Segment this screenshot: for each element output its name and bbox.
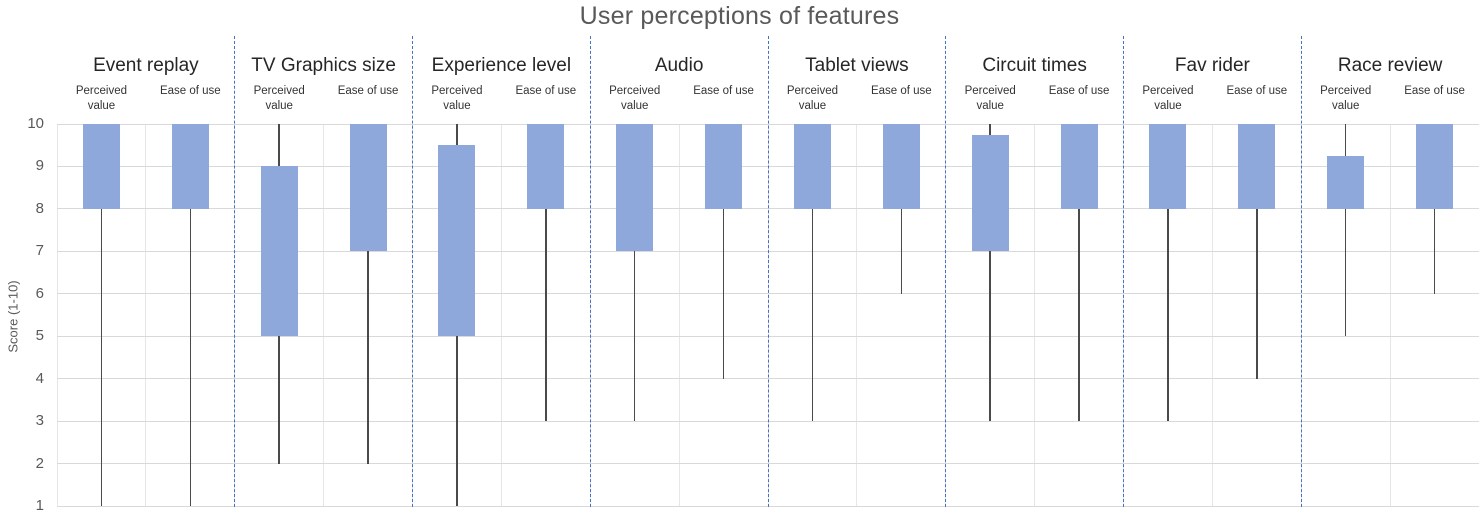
whisker-line — [900, 208, 903, 294]
whisker-line — [1344, 208, 1347, 337]
box-bar — [1060, 124, 1098, 209]
group-divider-line — [945, 36, 947, 507]
box-bar — [438, 145, 476, 337]
series-label: Ease of use — [159, 85, 221, 97]
gridline-vertical — [856, 124, 858, 506]
gridline-vertical — [323, 124, 325, 506]
gridline-vertical — [1211, 124, 1213, 506]
group-title: Experience level — [431, 55, 572, 76]
whisker-line — [367, 251, 369, 464]
box-bar — [616, 124, 654, 252]
gridline-vertical — [1389, 124, 1391, 506]
box-bar — [82, 124, 120, 209]
group-title: Race review — [1337, 55, 1443, 76]
box-bar — [1327, 155, 1365, 209]
gridline-vertical — [1034, 124, 1036, 506]
gridline-vertical — [145, 124, 147, 506]
gridline-vertical — [500, 124, 502, 506]
series-label: Ease of use — [515, 85, 577, 97]
series-label: Ease of use — [337, 85, 399, 97]
group-title: Event replay — [93, 55, 199, 76]
whisker-line — [989, 251, 991, 422]
group-title: Fav rider — [1174, 55, 1250, 76]
box-bar — [1416, 124, 1454, 209]
series-label: Ease of use — [693, 85, 754, 97]
group-title: Circuit times — [982, 55, 1087, 76]
gridline-vertical — [56, 124, 58, 506]
series-label: Perceived value — [253, 85, 305, 112]
group-divider-line — [767, 36, 769, 507]
whisker-line — [1167, 208, 1169, 422]
box-bar — [793, 124, 831, 209]
whisker-line — [1433, 208, 1436, 294]
series-label: Perceived value — [75, 85, 127, 112]
whisker-line — [811, 208, 814, 422]
group-divider-line — [412, 36, 413, 507]
group-divider-line — [1123, 36, 1124, 507]
whisker-line — [189, 208, 192, 506]
series-label: Perceived value — [786, 85, 838, 112]
whisker-line — [278, 336, 280, 464]
group-title: Audio — [654, 55, 704, 76]
whisker-line — [456, 336, 458, 506]
y-tick-label: 7 — [35, 242, 44, 260]
gridline-vertical — [678, 124, 680, 506]
y-tick-label: 10 — [27, 115, 44, 132]
group-divider-line — [589, 36, 591, 507]
series-label: Ease of use — [870, 85, 932, 97]
box-bar — [882, 124, 920, 209]
series-label: Perceived value — [431, 85, 483, 112]
y-tick-label: 1 — [35, 497, 44, 514]
whisker-line — [1344, 124, 1347, 156]
chart-title: User perceptions of features — [579, 2, 900, 30]
whisker-line — [100, 208, 103, 506]
y-tick-label: 3 — [35, 412, 44, 430]
group-title: Tablet views — [805, 55, 909, 76]
box-bar — [1149, 124, 1187, 209]
series-label: Ease of use — [1404, 85, 1465, 97]
whisker-line — [633, 251, 636, 422]
box-bar — [260, 166, 298, 337]
series-label: Perceived value — [1142, 85, 1194, 112]
y-tick-label: 5 — [35, 327, 44, 345]
y-tick-label: 6 — [35, 284, 44, 302]
whisker-line — [989, 124, 991, 135]
group-divider-line — [1300, 36, 1302, 507]
box-bar — [705, 124, 743, 209]
y-tick-label: 9 — [35, 157, 44, 175]
whisker-line — [722, 208, 725, 379]
series-label: Perceived value — [609, 85, 661, 112]
whisker-line — [456, 124, 458, 146]
series-label: Perceived value — [964, 85, 1016, 112]
y-tick-label: 4 — [35, 369, 44, 387]
y-tick-label: 8 — [35, 199, 44, 217]
series-label: Ease of use — [1048, 85, 1110, 97]
box-bar — [1238, 124, 1276, 209]
box-bar — [171, 124, 209, 209]
box-bar — [971, 134, 1009, 252]
whisker-line — [1078, 208, 1080, 422]
y-tick-label: 2 — [35, 454, 44, 472]
box-bar — [349, 124, 387, 252]
series-label: Ease of use — [1226, 85, 1288, 97]
whisker-line — [545, 208, 547, 422]
series-label: Perceived value — [1320, 85, 1372, 112]
whisker-line — [1256, 208, 1258, 379]
whisker-line — [278, 124, 280, 167]
box-bar — [527, 124, 565, 209]
group-divider-line — [234, 36, 236, 507]
group-title: TV Graphics size — [251, 55, 396, 76]
